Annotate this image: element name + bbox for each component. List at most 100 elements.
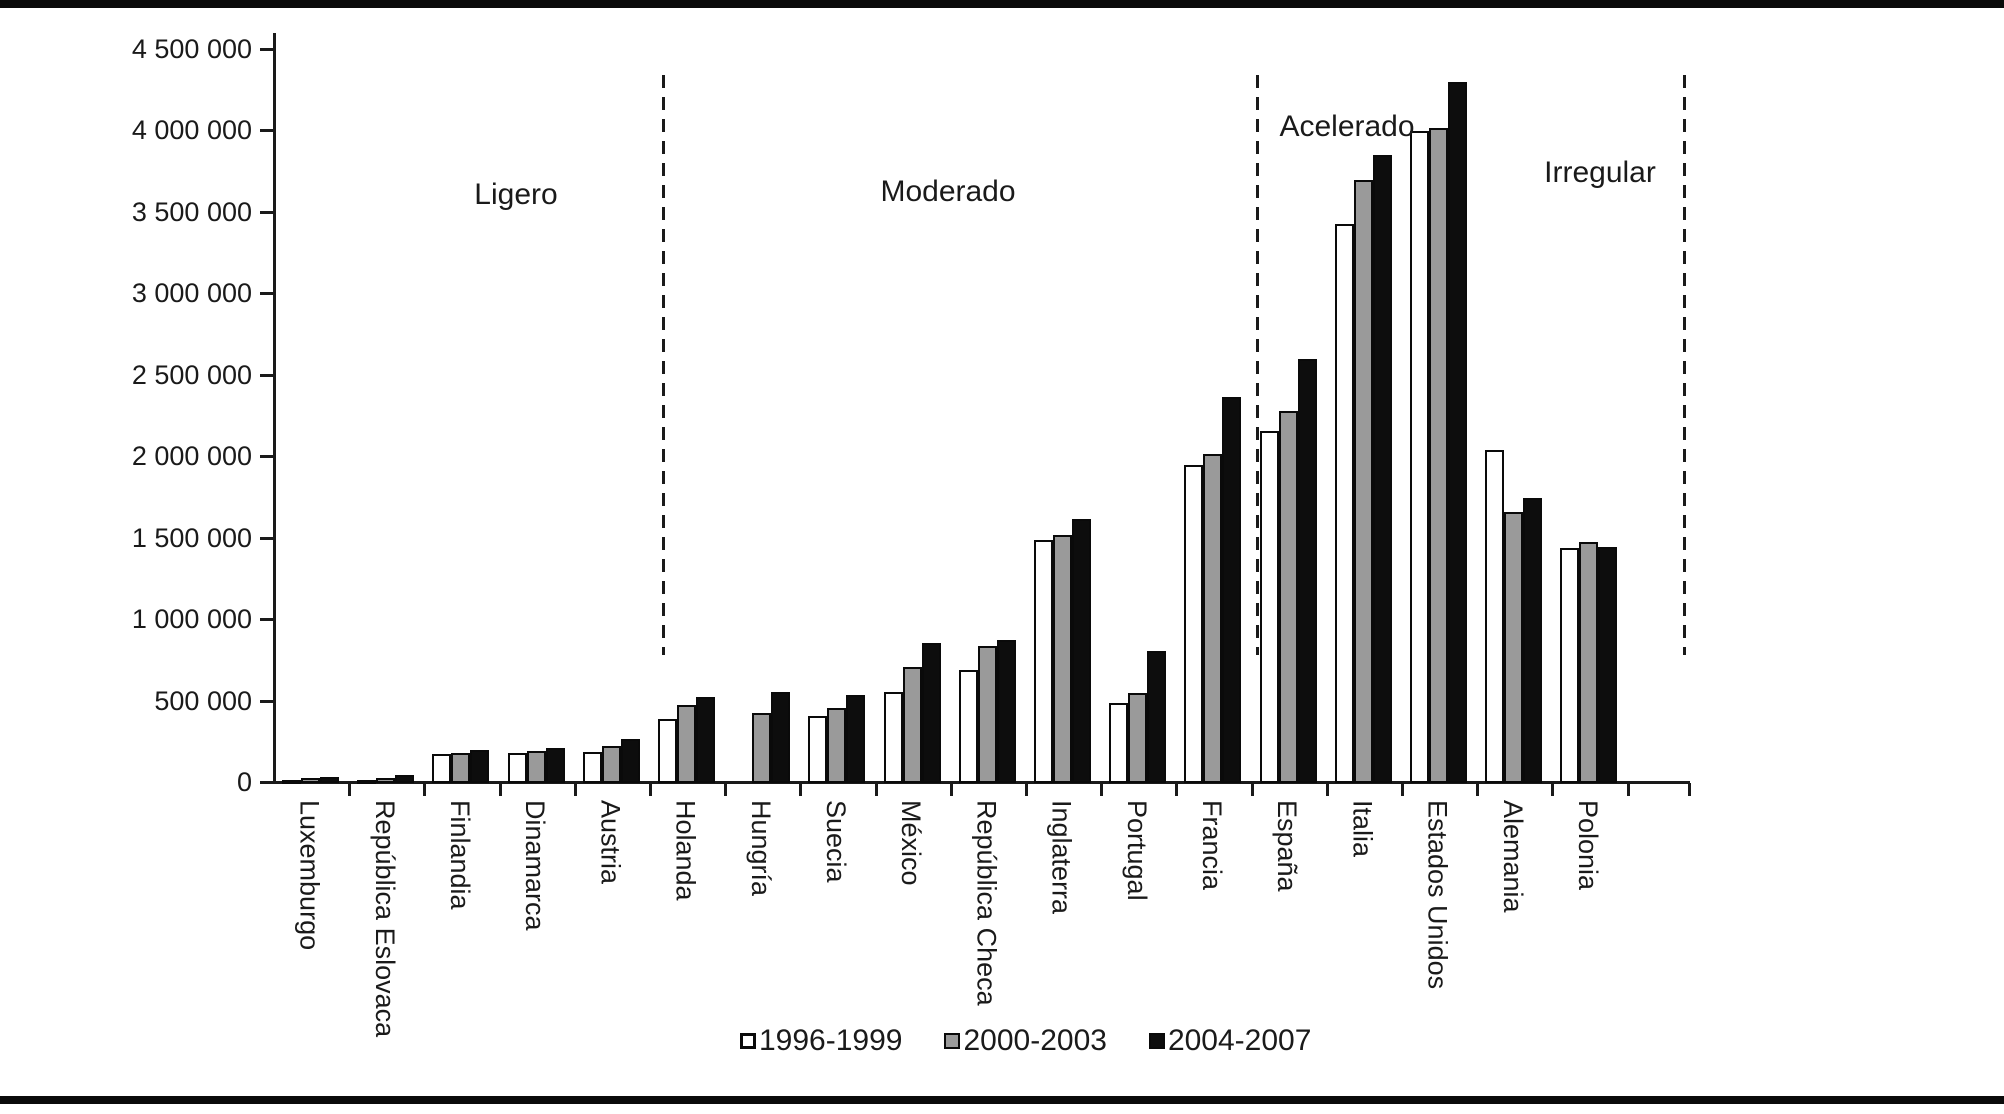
bar-2004-2007-Austria bbox=[620, 739, 640, 783]
x-tick bbox=[1250, 783, 1254, 796]
y-tick-label: 2 000 000 bbox=[131, 441, 252, 471]
section-label-moderado: Moderado bbox=[880, 175, 1016, 208]
y-tick-label: 1 000 000 bbox=[131, 604, 252, 634]
x-tick bbox=[1476, 783, 1480, 796]
x-tick bbox=[348, 783, 352, 796]
section-label-acelerado: Acelerado bbox=[1279, 110, 1415, 143]
x-tick bbox=[1100, 783, 1104, 796]
category-label: Luxemburgo bbox=[294, 800, 325, 951]
bar-2004-2007-Holanda bbox=[696, 697, 715, 783]
bar-1996-1999-Polonia bbox=[1560, 548, 1580, 783]
section-label-ligero: Ligero bbox=[474, 178, 558, 211]
bar-2000-2003-República Checa bbox=[977, 646, 997, 783]
category-label: Suecia bbox=[821, 800, 851, 883]
y-tick bbox=[260, 129, 273, 132]
bar-1996-1999-Portugal bbox=[1109, 703, 1129, 783]
x-tick bbox=[724, 783, 728, 796]
y-tick bbox=[260, 536, 273, 540]
x-tick bbox=[949, 783, 953, 796]
bar-1996-1999-Luxemburgo bbox=[282, 780, 301, 784]
bar-1996-1999-Suecia bbox=[808, 716, 828, 783]
bar-2000-2003-Finlandia bbox=[451, 753, 471, 783]
x-tick bbox=[498, 783, 502, 796]
legend-item: 2004-2007 bbox=[1148, 1024, 1311, 1058]
x-tick bbox=[1551, 783, 1555, 796]
category-label: Portugal bbox=[1121, 800, 1152, 901]
y-tick bbox=[260, 455, 273, 458]
bar-2004-2007-Inglaterra bbox=[1072, 519, 1091, 783]
bar-1996-1999-España bbox=[1259, 431, 1279, 783]
bar-2000-2003-Francia bbox=[1203, 454, 1223, 783]
y-tick bbox=[260, 210, 273, 214]
bar-2000-2003-Portugal bbox=[1128, 693, 1148, 783]
section-divider-dashed-line bbox=[1683, 75, 1686, 655]
x-tick bbox=[799, 783, 803, 796]
bar-2000-2003-Dinamarca bbox=[526, 751, 546, 783]
bar-1996-1999-Holanda bbox=[658, 719, 677, 783]
bar-2004-2007-Finlandia bbox=[470, 750, 490, 783]
category-label: República Eslovaca bbox=[369, 800, 400, 1038]
legend-item: 2000-2003 bbox=[944, 1024, 1107, 1058]
bar-2000-2003-Italia bbox=[1353, 180, 1373, 783]
x-tick bbox=[1401, 783, 1404, 796]
legend-swatch-1996-1999 bbox=[740, 1033, 756, 1049]
bar-1996-1999-Francia bbox=[1184, 465, 1204, 783]
bar-2000-2003-Inglaterra bbox=[1053, 535, 1072, 783]
bar-2000-2003-Luxemburgo bbox=[301, 778, 320, 783]
bar-2004-2007-Italia bbox=[1372, 155, 1392, 783]
x-tick bbox=[1025, 783, 1028, 796]
bar-1996-1999-Estados Unidos bbox=[1410, 131, 1429, 783]
bar-1996-1999-República Eslovaca bbox=[357, 780, 377, 784]
category-label: República Checa bbox=[971, 800, 1002, 1006]
bar-2004-2007-Hungría bbox=[771, 692, 791, 783]
bar-2000-2003-Polonia bbox=[1579, 542, 1599, 783]
x-tick bbox=[1325, 783, 1329, 796]
y-tick bbox=[260, 292, 273, 295]
y-tick bbox=[260, 618, 273, 621]
bar-1996-1999-Alemania bbox=[1485, 450, 1505, 783]
x-tick bbox=[649, 783, 652, 796]
bar-2004-2007-España bbox=[1297, 359, 1317, 783]
y-tick bbox=[260, 47, 273, 51]
bar-2004-2007-Dinamarca bbox=[545, 748, 565, 783]
legend-item: 1996-1999 bbox=[740, 1024, 902, 1058]
category-label: Estados Unidos bbox=[1422, 800, 1453, 990]
legend-swatch-2000-2003 bbox=[944, 1033, 961, 1049]
category-label: Holanda bbox=[670, 800, 701, 901]
legend-label: 2000-2003 bbox=[963, 1024, 1107, 1057]
bar-2000-2003-México bbox=[902, 667, 922, 783]
x-tick bbox=[573, 783, 577, 796]
y-tick-label: 3 000 000 bbox=[131, 278, 252, 308]
x-tick bbox=[1688, 783, 1691, 796]
x-tick bbox=[874, 783, 878, 796]
bar-1996-1999-Inglaterra bbox=[1034, 540, 1053, 783]
category-label: Inglaterra bbox=[1046, 800, 1077, 915]
bar-2000-2003-Holanda bbox=[677, 705, 696, 783]
category-label: España bbox=[1272, 800, 1303, 892]
bar-2004-2007-Polonia bbox=[1598, 547, 1618, 783]
bar-2000-2003-Austria bbox=[601, 746, 621, 783]
bar-2004-2007-Alemania bbox=[1523, 498, 1543, 783]
bar-2000-2003-Alemania bbox=[1504, 512, 1524, 783]
y-tick-label: 1 500 000 bbox=[131, 522, 252, 553]
bar-2000-2003-República Eslovaca bbox=[376, 778, 396, 783]
category-label: Polonia bbox=[1573, 800, 1603, 891]
category-label: México bbox=[896, 800, 927, 886]
x-tick bbox=[1175, 783, 1179, 796]
bar-2004-2007-República Checa bbox=[996, 640, 1016, 783]
category-label: Hungría bbox=[745, 800, 776, 897]
category-label: Francia bbox=[1197, 800, 1227, 891]
bar-1996-1999-Italia bbox=[1334, 224, 1354, 783]
category-label: Alemania bbox=[1497, 800, 1528, 913]
legend-swatch-2004-2007 bbox=[1148, 1033, 1165, 1049]
bar-1996-1999-Austria bbox=[582, 752, 602, 783]
y-tick-label: 500 000 bbox=[154, 685, 252, 716]
y-tick bbox=[260, 699, 273, 703]
top-horizontal-rule bbox=[0, 0, 2004, 8]
x-tick bbox=[423, 783, 427, 796]
bar-2004-2007-Luxemburgo bbox=[320, 777, 339, 783]
category-label: Italia bbox=[1347, 800, 1378, 858]
y-tick-label: 4 000 000 bbox=[131, 115, 252, 145]
bar-1996-1999-República Checa bbox=[958, 670, 978, 783]
